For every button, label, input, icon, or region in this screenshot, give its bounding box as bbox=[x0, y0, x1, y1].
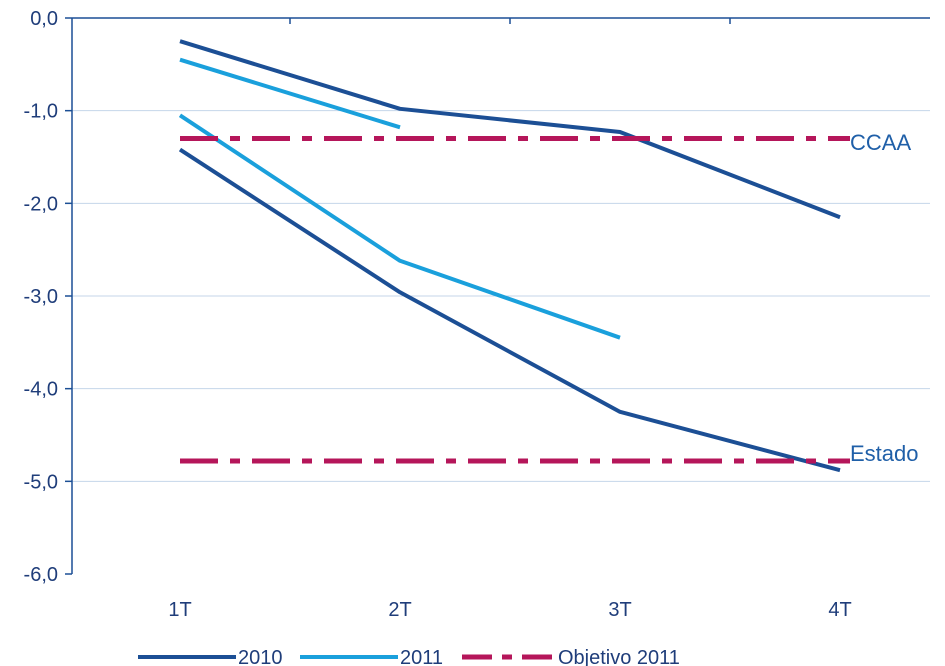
x-tick-label: 3T bbox=[608, 599, 631, 621]
series-line-2011-ccaa bbox=[179, 57, 401, 130]
y-axis-ticks: 0,0 -1,0 -2,0 -3,0 -4,0 -5,0 -6,0 bbox=[24, 8, 72, 586]
series-line-2011-estado bbox=[178, 113, 621, 340]
series-line-2010-estado bbox=[178, 147, 841, 473]
legend-label: 2010 bbox=[238, 647, 283, 666]
legend-label: Objetivo 2011 bbox=[558, 647, 680, 666]
x-tick-label: 1T bbox=[168, 599, 191, 621]
legend-label: 2011 bbox=[400, 647, 443, 666]
x-tick-label: 2T bbox=[388, 599, 411, 621]
y-tick-label: -4,0 bbox=[24, 379, 58, 401]
series-lines bbox=[178, 39, 850, 473]
y-tick-label: -2,0 bbox=[24, 193, 58, 215]
y-tick-label: -3,0 bbox=[24, 286, 58, 308]
annotation-ccaa: CCAA bbox=[850, 130, 911, 155]
annotations: CCAA Estado bbox=[850, 130, 919, 466]
y-tick-label: -1,0 bbox=[24, 101, 58, 123]
y-tick-label: -5,0 bbox=[24, 471, 58, 493]
series-line-2010-ccaa bbox=[179, 39, 841, 220]
x-tick-label: 4T bbox=[828, 599, 851, 621]
x-axis-ticks: 1T 2T 3T 4T bbox=[168, 599, 851, 621]
y-tick-label: -6,0 bbox=[24, 564, 58, 586]
y-tick-label: 0,0 bbox=[30, 8, 58, 30]
legend: 2010 2011 Objetivo 2011 bbox=[138, 647, 680, 666]
annotation-estado: Estado bbox=[850, 441, 919, 466]
